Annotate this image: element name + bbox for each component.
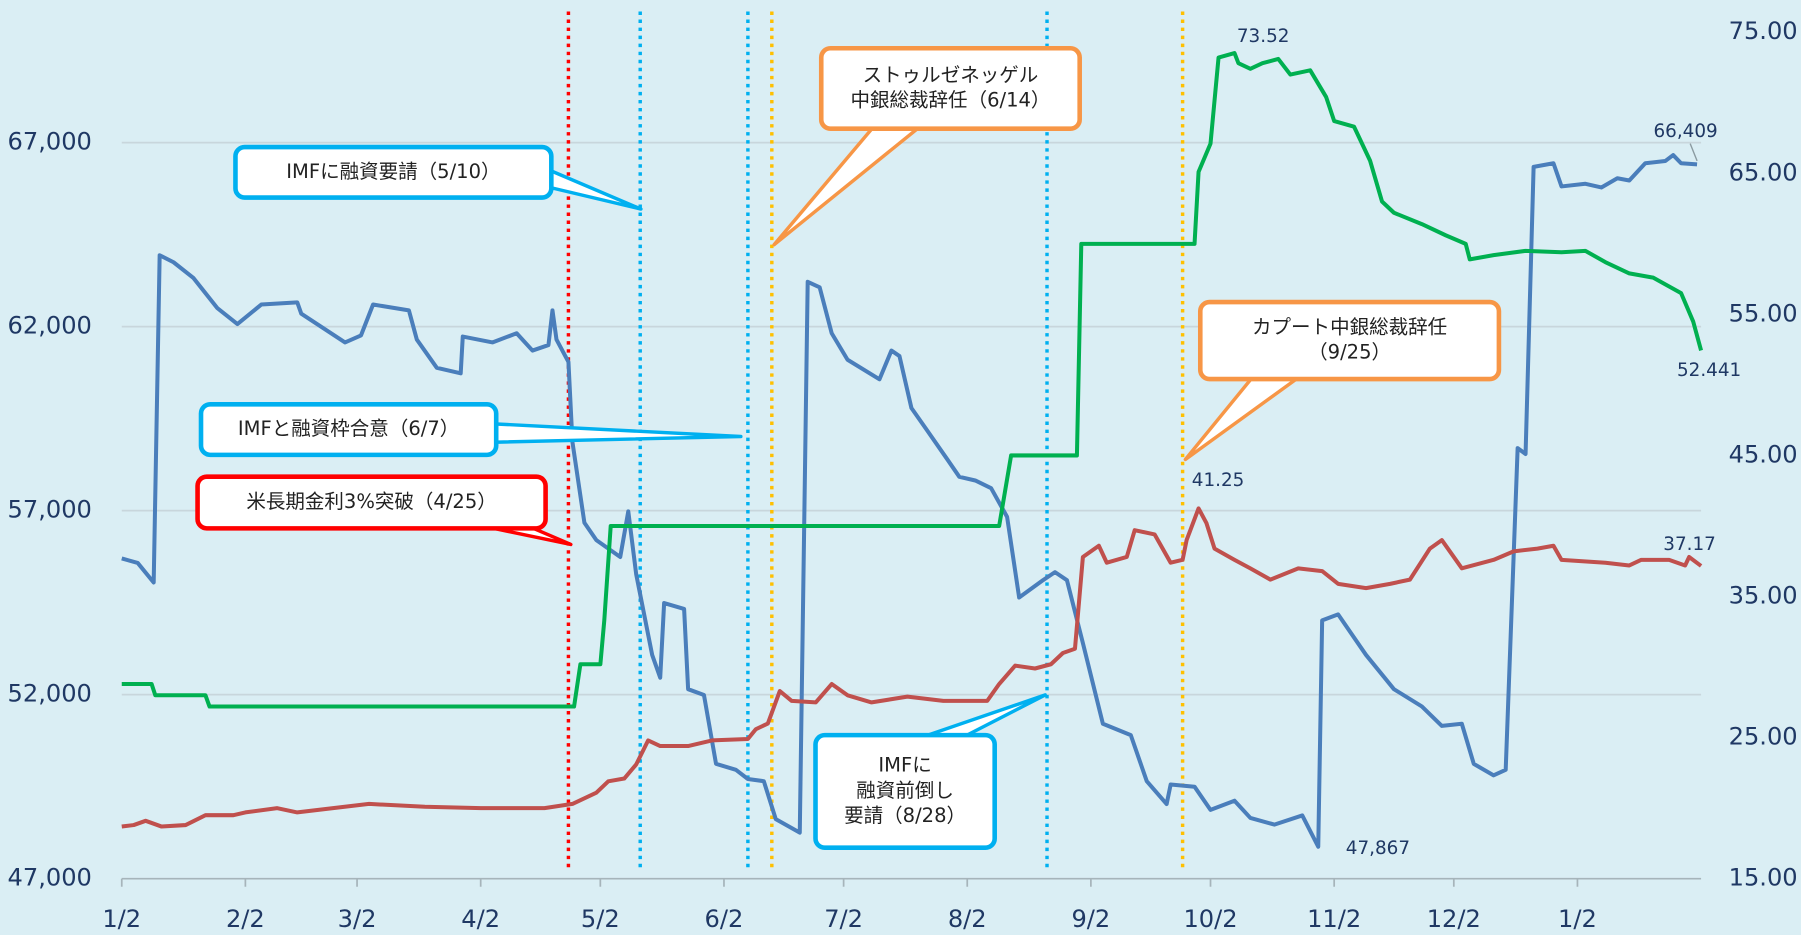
x-tick-label: 5/2 bbox=[581, 905, 620, 933]
x-tick-label: 6/2 bbox=[705, 905, 744, 933]
callout-box bbox=[818, 45, 1082, 131]
x-tick-label: 7/2 bbox=[824, 905, 863, 933]
x-tick-label: 8/2 bbox=[948, 905, 987, 933]
data-label: 52.441 bbox=[1677, 360, 1741, 381]
y2-tick-label: 45.00 bbox=[1729, 440, 1798, 468]
callout: IMFに融資要請（5/10） bbox=[233, 144, 643, 211]
callout: IMFと融資枠合意（6/7） bbox=[198, 402, 743, 458]
data-label: 37.17 bbox=[1663, 534, 1716, 555]
x-tick-label: 11/2 bbox=[1307, 905, 1361, 933]
callout-text: 要請（8/28） bbox=[844, 804, 966, 827]
y-tick-label: 47,000 bbox=[8, 864, 92, 892]
callout: 米長期金利3%突破（4/25） bbox=[195, 474, 573, 547]
callout-text: ストゥルゼネッゲル bbox=[863, 63, 1039, 86]
y-tick-label: 57,000 bbox=[8, 496, 92, 524]
y2-tick-label: 15.00 bbox=[1729, 864, 1798, 892]
callout-text: 融資前倒し bbox=[856, 779, 954, 802]
data-label: 47,867 bbox=[1346, 838, 1410, 859]
callout: カプート中銀総裁辞任 （9/25） bbox=[1183, 299, 1502, 462]
x-tick-label: 9/2 bbox=[1071, 905, 1110, 933]
y2-tick-label: 25.00 bbox=[1729, 723, 1798, 751]
y2-tick-label: 55.00 bbox=[1729, 299, 1798, 327]
y2-tick-label: 75.00 bbox=[1729, 17, 1798, 45]
callout-text: （9/25） bbox=[1308, 341, 1391, 364]
callout-box bbox=[233, 144, 554, 200]
x-tick-label: 2/2 bbox=[226, 905, 265, 933]
callout-text: 中銀総裁辞任（6/14） bbox=[850, 89, 1050, 112]
data-label: 73.52 bbox=[1237, 26, 1290, 47]
x-tick-label: 1/2 bbox=[1558, 905, 1597, 933]
x-tick-label: 10/2 bbox=[1183, 905, 1237, 933]
y2-tick-label: 65.00 bbox=[1729, 158, 1798, 186]
callout-box bbox=[195, 474, 548, 531]
x-tick-label: 12/2 bbox=[1427, 905, 1481, 933]
callout-box bbox=[1197, 299, 1502, 382]
x-tick-label: 1/2 bbox=[102, 905, 141, 933]
series-line bbox=[121, 153, 1698, 849]
y2-tick-label: 35.00 bbox=[1729, 582, 1798, 610]
label-leader bbox=[1689, 143, 1698, 162]
callout-text: IMFと融資枠合意（6/7） bbox=[238, 417, 459, 440]
callout-box bbox=[813, 732, 997, 850]
callout-text: IMFに融資要請（5/10） bbox=[286, 160, 500, 183]
x-tick-label: 4/2 bbox=[461, 905, 500, 933]
callout-box bbox=[198, 402, 499, 458]
y-tick-label: 52,000 bbox=[8, 680, 92, 708]
callout-text: 米長期金利3%突破（4/25） bbox=[246, 490, 496, 513]
x-tick-label: 3/2 bbox=[338, 905, 377, 933]
data-label: 66,409 bbox=[1653, 121, 1717, 142]
y-tick-label: 67,000 bbox=[8, 128, 92, 156]
data-label: 41.25 bbox=[1192, 470, 1245, 491]
y-tick-label: 62,000 bbox=[8, 312, 92, 340]
callout-text: カプート中銀総裁辞任 bbox=[1252, 315, 1447, 338]
callout-text: IMFに bbox=[878, 754, 931, 777]
series-line bbox=[121, 506, 1703, 829]
series-line bbox=[121, 51, 1704, 709]
